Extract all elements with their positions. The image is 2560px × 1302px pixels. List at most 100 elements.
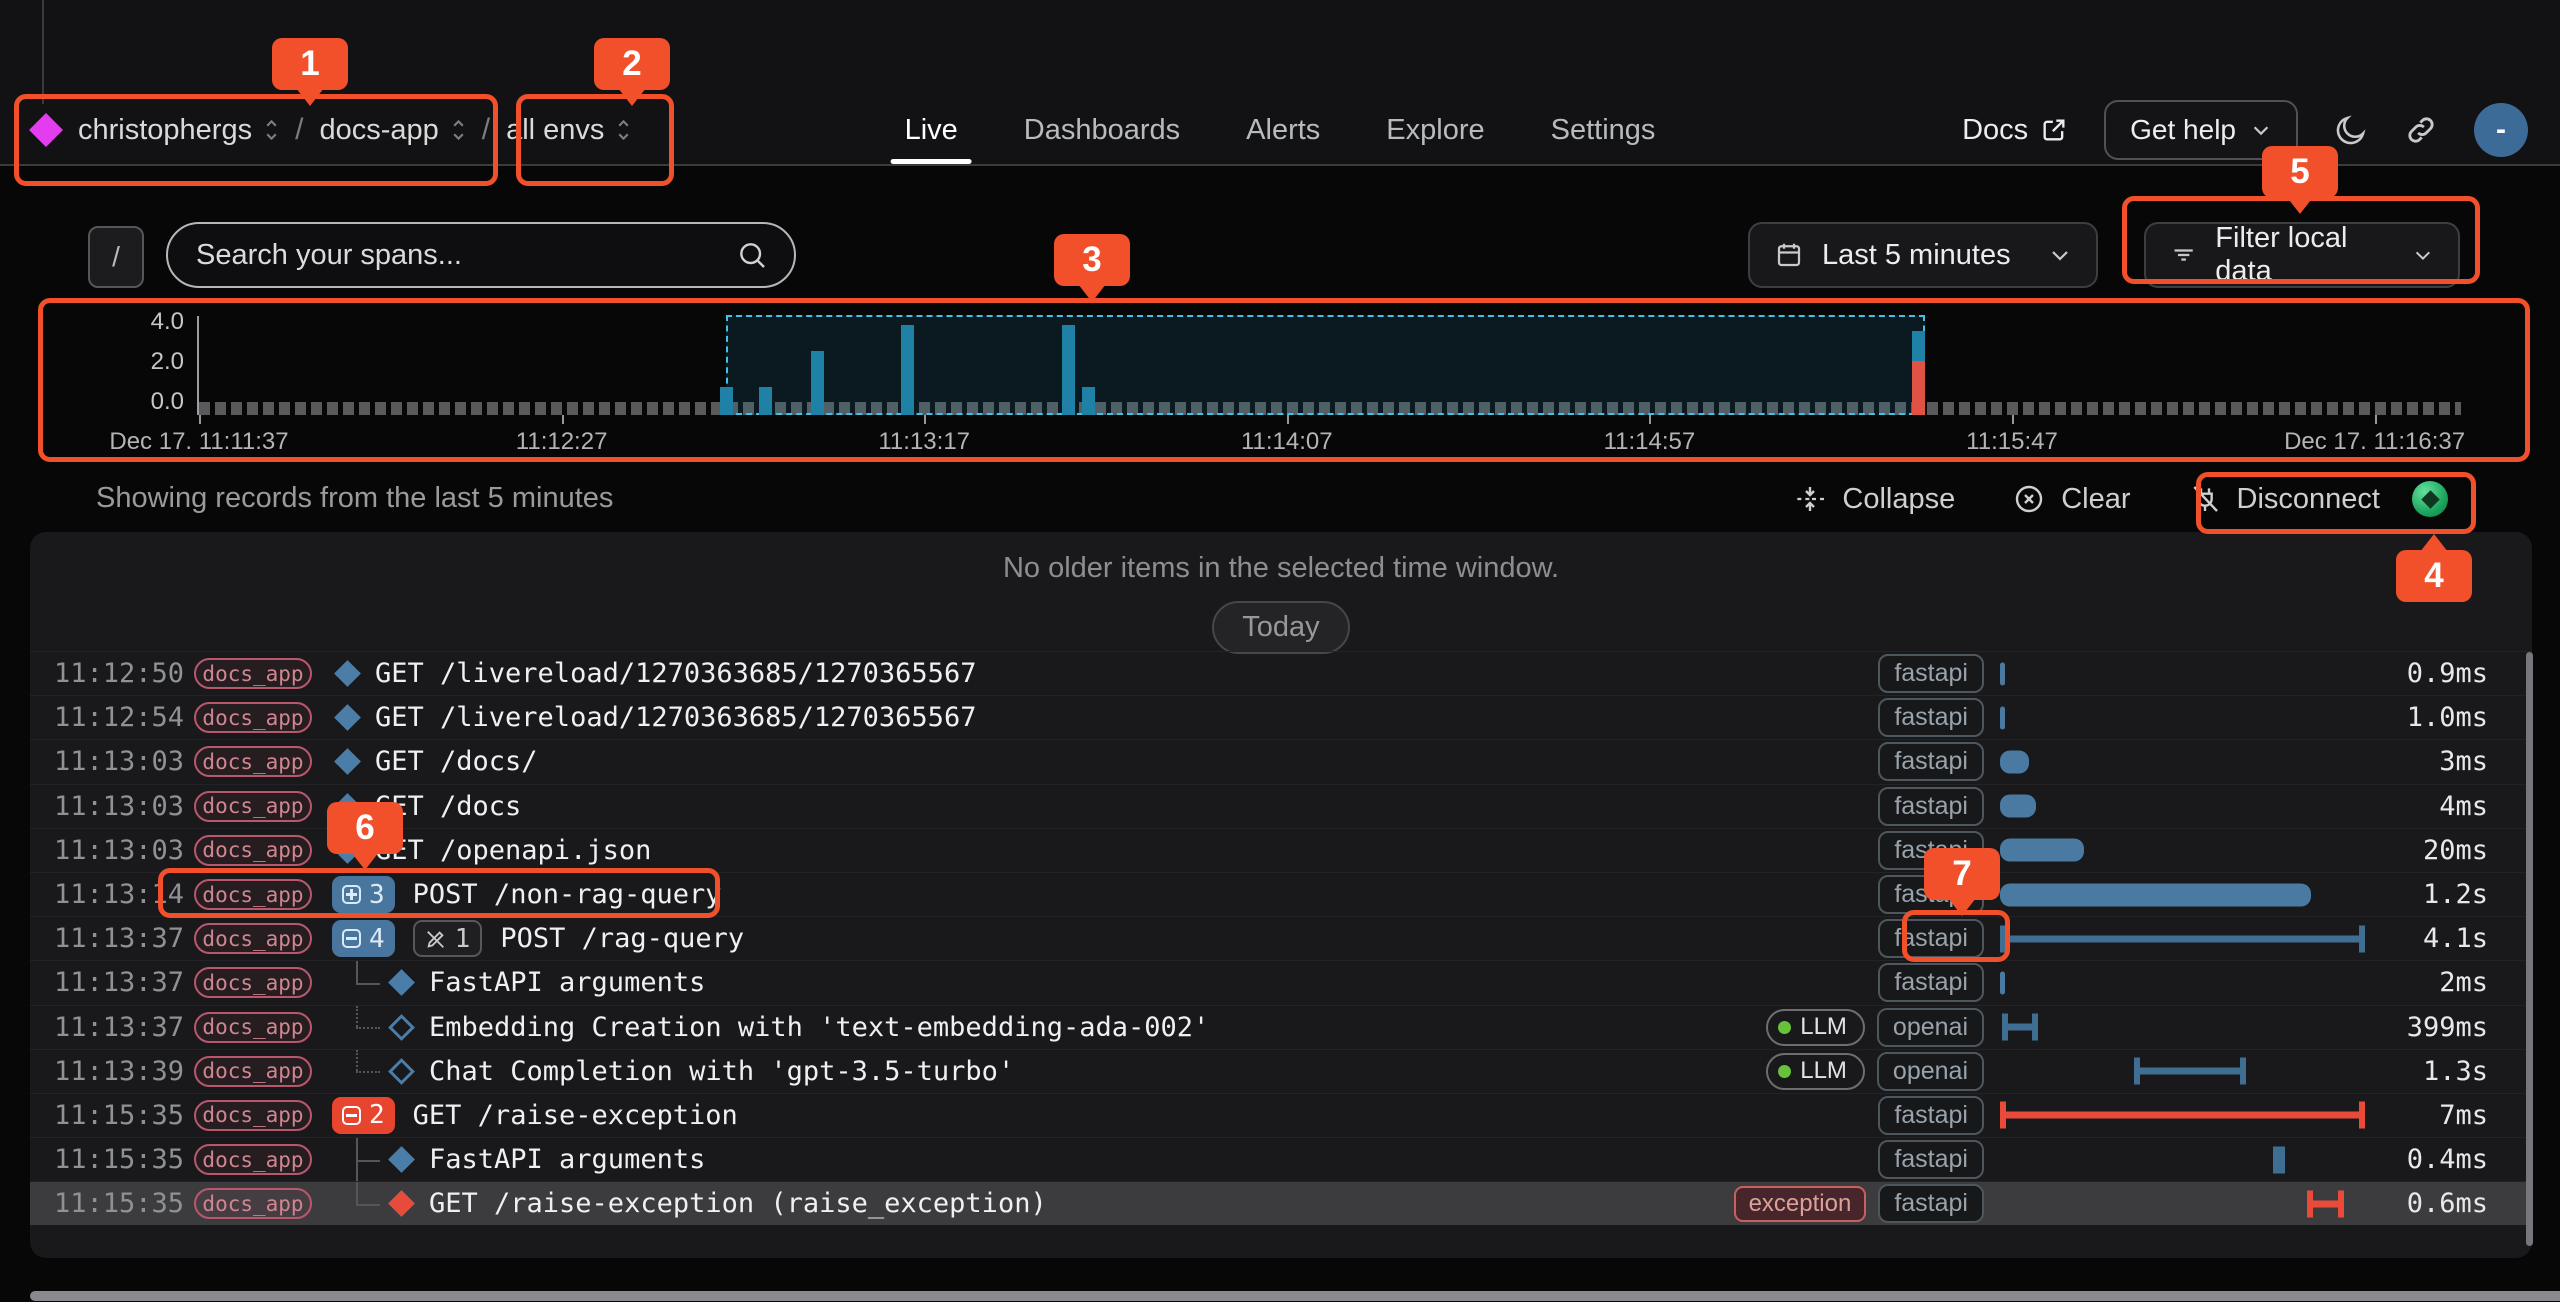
- histogram[interactable]: 4.0 2.0 0.0 Dec 17. 11:11:37 11:12:27 11:13:1…: [0, 302, 2560, 462]
- tab-alerts[interactable]: Alerts: [1246, 113, 1321, 146]
- span-main: 3 POST /non-rag-query: [332, 873, 1878, 916]
- service-tag-badge[interactable]: docs_app: [194, 1055, 312, 1087]
- divider: [42, 0, 44, 104]
- disconnect-button[interactable]: Disconnect: [2189, 483, 2380, 516]
- service-tag-badge[interactable]: docs_app: [194, 746, 312, 778]
- project-selector[interactable]: docs-app: [319, 114, 465, 147]
- expand-children-badge[interactable]: 3: [332, 876, 395, 914]
- tab-explore[interactable]: Explore: [1386, 113, 1485, 146]
- duration: 3ms: [2439, 746, 2488, 778]
- exception-badge: exception: [1733, 1185, 1867, 1222]
- env-selector[interactable]: all envs: [506, 114, 631, 147]
- duration-bar: [2000, 794, 2037, 818]
- org-selector[interactable]: christophergs: [29, 113, 279, 147]
- duration-bar: [2000, 883, 2312, 907]
- llm-badge: LLM: [1766, 1052, 1865, 1090]
- user-avatar[interactable]: -: [2474, 103, 2528, 157]
- table-row[interactable]: 11:12:50 docs_app GET /livereload/12703636…: [30, 651, 2532, 695]
- docs-link[interactable]: Docs: [1962, 114, 2068, 147]
- duration-range-bar: [2134, 1057, 2246, 1085]
- table-row[interactable]: 11:13:03 docs_app GET /openapi.json fastapi…: [30, 827, 2532, 872]
- table-row[interactable]: 11:13:37 docs_app Embedding Creation with …: [30, 1004, 2532, 1049]
- bar-mid: [2000, 935, 2365, 943]
- row-badges: fastapi: [1878, 963, 1984, 1003]
- row-badges: fastapi: [1878, 654, 1984, 694]
- shortcut-label: /: [112, 241, 120, 272]
- time-range-button[interactable]: Last 5 minutes: [1748, 222, 2098, 288]
- row-badges: fastapi: [1878, 786, 1984, 826]
- top-bar: christophergs / docs-app / all envs Live…: [0, 0, 2560, 166]
- get-help-button[interactable]: Get help: [2104, 100, 2298, 160]
- clear-button[interactable]: Clear: [2013, 483, 2131, 516]
- span-main: GET /raise-exception (raise_exception): [332, 1182, 1734, 1225]
- collapse-button[interactable]: Collapse: [1794, 483, 1955, 516]
- table-row[interactable]: 11:13:37 docs_app 4 1 POST /rag-query fastapi…: [30, 916, 2532, 960]
- horizontal-scrollbar[interactable]: [30, 1291, 2560, 1301]
- table-row[interactable]: 11:13:37 docs_app FastAPI arguments fastapi…: [30, 960, 2532, 1004]
- span-main: Chat Completion with 'gpt-3.5-turbo': [332, 1049, 1766, 1093]
- duration: 4.1s: [2422, 923, 2488, 955]
- service-tag-badge[interactable]: docs_app: [194, 967, 312, 999]
- duration-bar-track: [2000, 652, 2384, 696]
- service-tag-badge[interactable]: docs_app: [194, 658, 312, 690]
- span-rows: 11:12:50 docs_app GET /livereload/12703636…: [30, 651, 2532, 1226]
- duration-bar: [2000, 750, 2029, 774]
- filter-local-data-button[interactable]: Filter local data: [2144, 222, 2460, 288]
- service-tag-badge[interactable]: docs_app: [194, 923, 312, 955]
- table-row[interactable]: 11:15:35 docs_app FastAPI arguments fastapi…: [30, 1137, 2532, 1182]
- service-tag-badge[interactable]: docs_app: [194, 1011, 312, 1043]
- y-axis-label: 0.0: [150, 388, 184, 415]
- table-row[interactable]: 11:13:03 docs_app GET /docs/fastapi 3ms: [30, 739, 2532, 783]
- empty-window-notice: No older items in the selected time wind…: [1002, 552, 1560, 584]
- span-name: Embedding Creation with 'text-embedding-…: [429, 1011, 1210, 1043]
- theme-toggle-button[interactable]: [2334, 113, 2368, 147]
- share-link-button[interactable]: [2404, 113, 2438, 147]
- table-row[interactable]: 11:15:35 docs_app GET /raise-exception (ra…: [30, 1181, 2532, 1226]
- table-row[interactable]: 11:15:35 docs_app 2 GET /raise-exception fas…: [30, 1092, 2532, 1137]
- tech-badge: fastapi: [1878, 875, 1984, 915]
- tab-settings[interactable]: Settings: [1550, 113, 1656, 146]
- service-tag-badge[interactable]: docs_app: [194, 879, 312, 911]
- service-tag-badge[interactable]: docs_app: [194, 1188, 312, 1220]
- service-tag-badge[interactable]: docs_app: [194, 834, 312, 866]
- table-row[interactable]: 11:13:03 docs_app GET /docs fastapi 4ms: [30, 783, 2532, 828]
- service-tag-badge[interactable]: docs_app: [194, 1099, 312, 1131]
- table-row[interactable]: 11:13:39 docs_app Chat Completion with 'gp…: [30, 1048, 2532, 1093]
- plug-off-icon: [2192, 486, 2218, 512]
- x-axis-label: 11:13:17: [878, 428, 971, 455]
- circle-x-icon: [2016, 485, 2043, 513]
- service-tag-badge[interactable]: docs_app: [194, 790, 312, 822]
- histogram-bar: [1061, 325, 1075, 415]
- span-name: FastAPI arguments: [429, 1144, 706, 1176]
- span-main: GET /livereload/1270363685/1270365567: [332, 652, 1878, 695]
- table-row[interactable]: 11:13:14 docs_app 3 POST /non-rag-query fast…: [30, 871, 2532, 916]
- y-axis-label: 4.0: [150, 308, 184, 335]
- x-axis-label: 11:15:47: [1966, 428, 2058, 455]
- tab-live[interactable]: Live: [890, 96, 973, 164]
- x-axis-label: 11:14:07: [1240, 428, 1333, 455]
- scrubbed-spans-badge[interactable]: 1: [412, 920, 483, 958]
- docs-label: Docs: [1962, 113, 2029, 146]
- x-axis-tick: [561, 415, 564, 424]
- annotation-tag-3: 3: [1054, 234, 1130, 302]
- collapse-children-badge[interactable]: 2: [332, 1096, 395, 1134]
- span-main: 2 GET /raise-exception: [332, 1094, 1878, 1137]
- collapse-children-badge[interactable]: 4: [332, 920, 395, 958]
- span-name: POST /non-rag-query: [412, 879, 722, 911]
- records-status-text: Showing records from the last 5 minutes: [96, 482, 614, 514]
- link-icon: [2408, 117, 2434, 143]
- row-badges: LLM openai: [1766, 1007, 1984, 1047]
- search-input[interactable]: [194, 237, 736, 273]
- span-name: GET /raise-exception (raise_exception): [429, 1188, 1047, 1220]
- vertical-scrollbar[interactable]: [2526, 652, 2533, 1246]
- table-row[interactable]: 11:12:54 docs_app GET /livereload/12703636…: [30, 695, 2532, 739]
- service-tag-badge[interactable]: docs_app: [194, 702, 312, 734]
- service-tag-badge[interactable]: docs_app: [194, 1144, 312, 1176]
- tree-connector: [332, 1138, 384, 1182]
- tab-dashboards[interactable]: Dashboards: [1023, 113, 1181, 146]
- duration: 4ms: [2439, 790, 2488, 822]
- updown-chevron-icon: [266, 119, 277, 141]
- duration-bar-track: [2000, 696, 2384, 740]
- search-bar: [166, 222, 796, 288]
- external-link-icon: [2043, 119, 2065, 141]
